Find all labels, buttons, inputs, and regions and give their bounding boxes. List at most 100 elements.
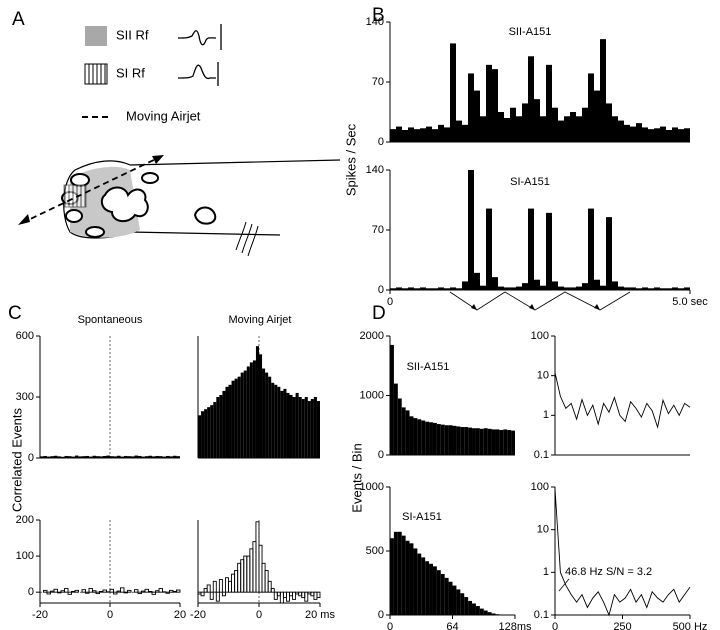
bar xyxy=(292,591,297,600)
bar xyxy=(396,287,402,290)
y-tick-label: 300 xyxy=(16,391,34,403)
bar xyxy=(487,428,492,455)
bar xyxy=(660,288,666,290)
bar xyxy=(503,429,508,455)
y-tick-label: 0 xyxy=(28,452,34,464)
bar xyxy=(452,425,457,455)
bar xyxy=(402,130,408,142)
chart-title: SII-A151 xyxy=(407,361,450,373)
bar xyxy=(64,455,68,458)
si-field xyxy=(63,184,87,208)
bar xyxy=(313,397,317,458)
x-tick-label: 0 xyxy=(387,296,393,308)
bar xyxy=(507,430,512,455)
y-axis-label: Correlated Events xyxy=(9,407,24,512)
bar xyxy=(75,455,79,458)
bar xyxy=(546,64,552,142)
bar xyxy=(390,538,394,615)
line xyxy=(554,372,691,430)
bar xyxy=(413,418,418,455)
bar xyxy=(99,456,103,458)
bar xyxy=(237,376,241,458)
bar xyxy=(438,124,444,142)
bar xyxy=(252,541,257,593)
y-tick-label: 100 xyxy=(531,330,549,342)
bar xyxy=(228,384,232,458)
bar xyxy=(472,603,476,615)
chart-title: SII-A151 xyxy=(509,26,552,38)
bar xyxy=(295,591,300,595)
bar xyxy=(198,415,202,458)
y-tick-label: 70 xyxy=(372,224,384,236)
bar xyxy=(440,574,445,615)
bar xyxy=(570,287,576,290)
bar xyxy=(243,370,247,458)
bar xyxy=(474,272,480,290)
y-tick-label: 140 xyxy=(366,16,384,28)
bar xyxy=(277,386,281,458)
bar xyxy=(475,428,480,455)
line xyxy=(554,488,691,617)
bar xyxy=(504,287,510,290)
y-tick-label: 1000 xyxy=(360,481,384,493)
bar xyxy=(165,591,170,594)
bar xyxy=(64,588,69,593)
bar xyxy=(528,208,534,290)
bar xyxy=(452,585,457,615)
bar xyxy=(134,455,138,458)
bar xyxy=(672,127,678,142)
bar xyxy=(127,589,132,593)
bar xyxy=(152,456,156,458)
bar xyxy=(405,410,410,455)
bar xyxy=(582,283,588,290)
bar xyxy=(155,455,159,458)
bar xyxy=(417,419,422,455)
bar xyxy=(456,589,461,615)
bar xyxy=(425,561,430,615)
bar xyxy=(295,392,299,458)
bar xyxy=(43,455,47,458)
bar xyxy=(273,591,278,600)
bar xyxy=(50,456,54,458)
bar xyxy=(95,591,100,595)
y-tick-label: 500 xyxy=(366,545,384,557)
bar xyxy=(71,456,75,458)
chart-title: SI-A151 xyxy=(510,176,550,188)
y-tick-label: 100 xyxy=(531,481,549,493)
bar xyxy=(468,600,473,615)
bar xyxy=(483,610,488,615)
y-tick-label: 1 xyxy=(543,409,549,421)
x-tick-label: 128ms xyxy=(498,621,532,630)
bar xyxy=(552,281,558,290)
bar xyxy=(468,170,474,290)
bar xyxy=(456,426,461,455)
x-tick-label: 0 xyxy=(256,609,262,621)
bar xyxy=(176,456,180,458)
bar xyxy=(432,566,437,615)
y-tick-label: 600 xyxy=(16,330,34,342)
bar xyxy=(209,591,214,600)
toe-pad xyxy=(70,173,90,187)
bar xyxy=(316,591,321,599)
bar xyxy=(540,285,546,290)
bar xyxy=(678,129,684,142)
y-tick-label: 1 xyxy=(543,566,549,578)
bar xyxy=(68,456,72,458)
bar xyxy=(307,401,311,458)
bar xyxy=(576,286,582,290)
bar xyxy=(504,118,510,142)
bar xyxy=(396,126,402,142)
panel-label: C xyxy=(8,303,22,324)
bar xyxy=(213,402,217,458)
bar xyxy=(82,456,86,458)
bar xyxy=(409,543,414,615)
bar xyxy=(89,456,93,458)
bar xyxy=(522,283,528,290)
bar xyxy=(106,455,110,458)
bar xyxy=(450,287,456,290)
bar xyxy=(255,346,259,458)
bar xyxy=(499,430,504,455)
bar xyxy=(85,455,89,458)
bar xyxy=(420,287,426,290)
bar xyxy=(166,455,170,458)
